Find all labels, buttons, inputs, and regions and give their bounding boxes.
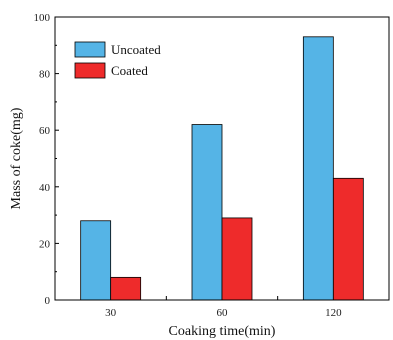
y-tick-label: 40 <box>39 182 51 194</box>
bar-uncoated-60 <box>191 124 223 301</box>
bar-coated-30 <box>110 276 142 301</box>
legend-label-coated: Coated <box>111 63 148 78</box>
legend-label-uncoated: Uncoated <box>111 42 161 57</box>
y-axis: 0 20 40 60 80 100 <box>34 12 59 307</box>
bar-coated-60 <box>221 217 253 301</box>
y-tick-label: 60 <box>39 125 51 137</box>
bar-uncoated-120 <box>302 36 334 301</box>
x-tick-label: 120 <box>325 307 342 319</box>
legend-swatch-coated <box>74 62 106 79</box>
legend: Uncoated Coated <box>74 41 161 79</box>
y-axis-title: Mass of coke(mg) <box>9 107 24 209</box>
bars-layer <box>80 36 364 301</box>
x-axis: 30 60 120 <box>105 296 342 319</box>
y-tick-label: 20 <box>39 238 51 250</box>
legend-swatch-uncoated <box>74 41 106 58</box>
y-tick-label: 100 <box>34 12 51 24</box>
y-tick-label: 80 <box>39 69 51 81</box>
y-tick-label: 0 <box>45 295 51 307</box>
bar-coated-120 <box>332 177 364 301</box>
x-axis-title: Coaking time(min) <box>169 324 276 339</box>
x-tick-label: 60 <box>217 307 229 319</box>
x-tick-label: 30 <box>105 307 117 319</box>
bar-uncoated-30 <box>80 220 112 301</box>
